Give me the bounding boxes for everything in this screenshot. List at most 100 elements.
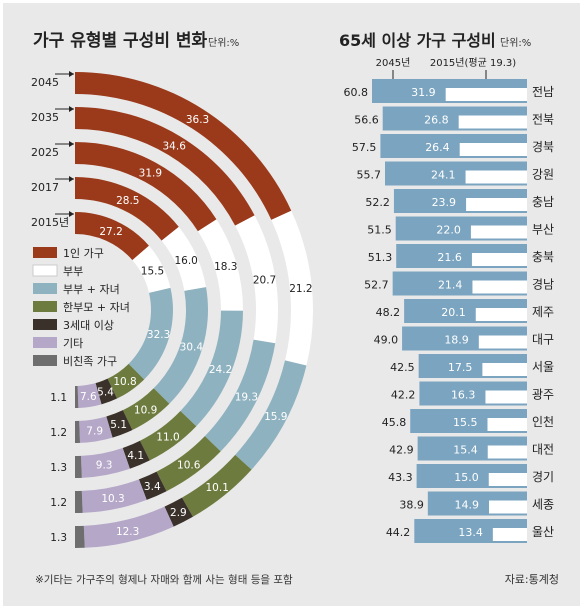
ring-segment	[75, 72, 292, 220]
bar-2015-value: 17.5	[448, 361, 473, 374]
ring-segment	[75, 525, 85, 548]
ring-segment	[75, 212, 149, 261]
ring-value-label: 34.6	[163, 141, 187, 153]
ring-segment	[81, 479, 147, 513]
bar-2045-value: 42.2	[391, 389, 416, 402]
ring-year-label: 2035	[31, 111, 59, 124]
ring-segment	[77, 383, 102, 408]
ring-segment	[107, 363, 145, 399]
ring-value-label: 1.2	[50, 427, 67, 439]
ring-year-pointer-head	[69, 141, 74, 147]
ring-value-label: 20.7	[253, 274, 276, 286]
bar-2015-value: 22.0	[436, 224, 461, 237]
bar-2045-value: 51.3	[368, 251, 393, 264]
ring-segment	[182, 454, 252, 517]
province-label: 경남	[532, 278, 554, 292]
left-title: 가구 유형별 구성비 변화	[33, 30, 208, 51]
ring-value-label: 16.0	[174, 255, 197, 267]
province-label: 대구	[532, 333, 554, 347]
bar-2015	[492, 528, 527, 541]
bar-2015-value: 23.9	[432, 196, 457, 209]
province-label: 강원	[532, 168, 554, 182]
ring-year-label: 2015년	[31, 216, 69, 229]
ring-segment	[75, 107, 255, 226]
ring-value-label: 12.3	[116, 526, 139, 538]
bar-2045-value: 55.7	[357, 169, 382, 182]
bar-2045-value: 52.7	[364, 279, 389, 292]
source-note: 자료:통계청	[505, 573, 559, 586]
ring-value-label: 2.9	[170, 507, 187, 519]
infographic: 가구 유형별 구성비 변화 단위:% 36.3 21.2 15.9 10.1 2.9 12…	[3, 3, 580, 606]
bar-2015-value: 14.9	[455, 499, 480, 512]
ring-value-label: 10.3	[101, 493, 124, 505]
province-bars: 60.8 31.9 전남 56.6 26.8 전북 57.5 26.4 경북 55.7 24.1 강원…	[344, 79, 554, 543]
ring-segment	[122, 388, 170, 430]
bar-2045-value: 44.2	[386, 526, 411, 539]
province-label: 경북	[532, 140, 554, 154]
legend-label: 부부	[63, 265, 83, 278]
ring-value-label: 7.9	[86, 425, 103, 437]
ring-value-label: 1.1	[50, 392, 67, 404]
bar-2045-value: 42.5	[390, 361, 415, 374]
bar-2015	[458, 115, 527, 129]
ring-segment	[75, 177, 179, 241]
ring-value-label: 9.3	[96, 459, 113, 471]
bar-2045-value: 42.9	[389, 444, 414, 457]
bar-2015	[459, 143, 527, 156]
bar-2015	[471, 253, 527, 266]
legend-label: 한부모 + 자녀	[63, 301, 130, 314]
legend-swatch	[33, 319, 57, 330]
semi-donut-rings: 36.3 21.2 15.9 10.1 2.9 12.3 1.3 34.6 20.7 19.3 10…	[50, 72, 313, 548]
ring-segment	[138, 471, 167, 500]
province-label: 세종	[532, 498, 554, 512]
legend-label: 1인 가구	[63, 247, 104, 260]
bar-2015-value: 24.1	[431, 169, 456, 182]
bar-2015	[487, 418, 527, 431]
ring-segment	[132, 245, 171, 293]
elderly-household-chart: 65세 이상 가구 구성비 단위:% 2045년 2015년(평균 19.3) …	[339, 31, 559, 586]
bar-2015-value: 16.3	[451, 389, 476, 402]
bar-2015-value: 18.9	[444, 334, 469, 347]
legend-2045-label: 2045년	[376, 57, 411, 69]
ring-value-label: 1.3	[50, 462, 67, 474]
ring-segment	[75, 490, 83, 513]
bar-2015-value: 20.1	[441, 306, 466, 319]
bar-2045-value: 52.2	[365, 196, 390, 209]
ring-segment	[95, 378, 118, 405]
ring-value-label: 11.0	[156, 431, 179, 443]
province-label: 인천	[532, 414, 554, 429]
ring-year-label: 2025	[31, 146, 59, 159]
ring-year-label: 2017	[31, 181, 59, 194]
ring-year-label: 2045	[31, 76, 59, 89]
bar-2015-value: 31.9	[411, 86, 436, 99]
ring-value-label: 10.6	[177, 460, 201, 472]
bar-2045-value: 51.5	[367, 224, 392, 237]
bar-2015	[485, 390, 527, 404]
ring-segment	[75, 455, 82, 478]
bar-2015	[470, 225, 527, 239]
bar-2045-value: 60.8	[344, 86, 369, 99]
chart-canvas: 가구 유형별 구성비 변화 단위:% 36.3 21.2 15.9 10.1 2.9 12…	[31, 30, 559, 586]
ring-value-label: 31.9	[139, 167, 162, 179]
bar-2015	[466, 198, 527, 211]
legend-swatch	[33, 301, 57, 312]
legend-label: 기타	[63, 337, 83, 350]
province-label: 충북	[532, 250, 554, 264]
bar-2015	[489, 500, 527, 514]
ring-segment	[122, 440, 150, 469]
ring-value-label: 15.9	[264, 411, 287, 423]
bar-2015-value: 26.4	[425, 141, 450, 154]
ring-value-label: 36.3	[186, 114, 209, 126]
ring-year-pointer-head	[69, 71, 74, 77]
ring-segment	[235, 360, 307, 470]
ring-year-labels: 2045 2035 2025 2017 2015년	[31, 71, 74, 229]
ring-value-label: 32.3	[147, 329, 170, 341]
bar-2015-value: 15.4	[453, 444, 478, 457]
province-label: 전남	[532, 85, 554, 99]
bar-2015-value: 21.4	[438, 279, 463, 292]
ring-segment	[75, 385, 79, 408]
ring-value-label: 10.9	[134, 404, 157, 416]
ring-value-label: 10.1	[206, 482, 229, 494]
bar-2015-value: 21.6	[437, 251, 462, 264]
